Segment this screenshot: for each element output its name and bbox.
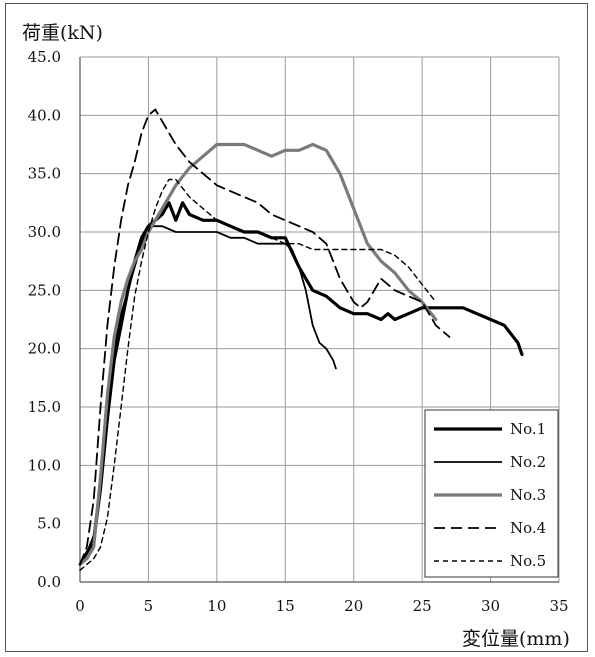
y-tick-label: 40.0 — [28, 106, 61, 124]
legend-label: No.1 — [510, 420, 546, 438]
axis-layer: 0 5 10 15 20 25 30 35 0.0 5.0 10.0 15.0 20.0 25.0 30.0… — [28, 48, 569, 615]
series-layer — [78, 108, 524, 571]
legend-label: No.5 — [510, 552, 546, 570]
x-axis-title: 変位量(mm) — [462, 628, 570, 650]
x-tick-label: 30 — [481, 597, 500, 615]
y-tick-label: 45.0 — [28, 48, 61, 66]
x-tick-label: 25 — [413, 597, 432, 615]
legend-label: No.2 — [510, 453, 546, 471]
y-tick-label: 15.0 — [28, 398, 61, 416]
x-tick-label: 20 — [344, 597, 363, 615]
y-tick-label: 0.0 — [37, 573, 61, 591]
x-tick-label: 10 — [207, 597, 226, 615]
y-tick-label: 10.0 — [28, 456, 61, 474]
y-tick-label: 25.0 — [28, 281, 61, 299]
y-tick-label: 35.0 — [28, 165, 61, 183]
chart-frame — [5, 3, 588, 652]
y-tick-label: 5.0 — [37, 515, 61, 533]
series-line-no3 — [78, 142, 438, 567]
x-tick-label: 35 — [549, 597, 568, 615]
y-tick-label: 20.0 — [28, 340, 61, 358]
legend-label: No.3 — [510, 486, 546, 504]
legend: No.1 No.2 No.3 No.4 No.5 — [424, 409, 559, 578]
y-tick-label: 30.0 — [28, 223, 61, 241]
x-tick-label: 15 — [276, 597, 295, 615]
legend-label: No.4 — [510, 519, 546, 537]
series-line-no4 — [79, 108, 451, 566]
series-line-no5 — [79, 178, 437, 571]
series-line-no2 — [79, 225, 337, 566]
y-axis-title: 荷重(kN) — [22, 22, 103, 44]
x-tick-label: 0 — [75, 597, 85, 615]
x-tick-label: 5 — [144, 597, 154, 615]
